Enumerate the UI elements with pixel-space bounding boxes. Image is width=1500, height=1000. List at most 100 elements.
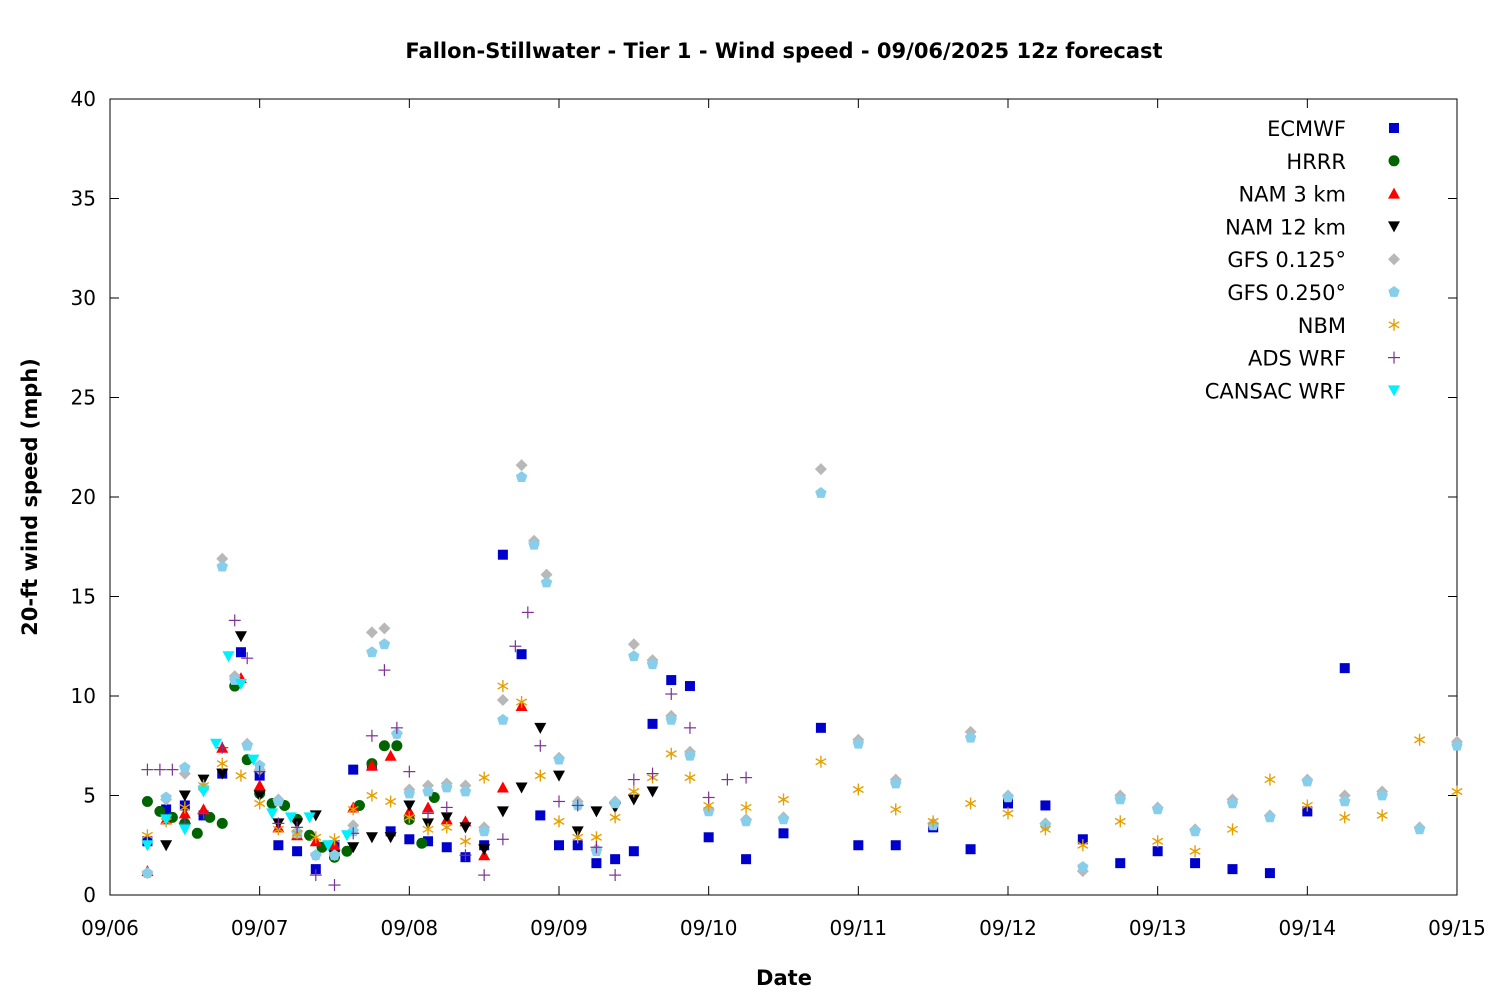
- data-point: [1339, 795, 1351, 807]
- y-tick-label: 30: [71, 286, 96, 310]
- data-point: [540, 576, 553, 588]
- x-axis: 09/06 09/07 09/08 09/09 09/10 09/11 09/12 09/13…: [81, 99, 1486, 940]
- data-point: [572, 831, 584, 844]
- data-point: [777, 793, 790, 806]
- data-point: [404, 834, 415, 845]
- data-point: [478, 869, 491, 882]
- marker-stroke: [534, 771, 546, 780]
- marker-stroke: [1077, 841, 1089, 849]
- data-point: [890, 840, 901, 851]
- legend-label: GFS 0.125°: [1227, 248, 1346, 272]
- marker-stroke: [310, 833, 322, 841]
- data-point: [1301, 775, 1313, 787]
- series-nam-3-km: [141, 672, 528, 877]
- marker-stroke: [235, 771, 247, 780]
- data-point: [160, 791, 172, 803]
- legend-label: ECMWF: [1267, 117, 1346, 141]
- data-point: [496, 833, 509, 846]
- data-point: [1264, 868, 1275, 879]
- data-point: [647, 718, 658, 729]
- data-point: [341, 845, 353, 857]
- data-point: [1376, 789, 1388, 801]
- marker-stroke: [890, 805, 902, 814]
- legend-marker: [1388, 318, 1400, 331]
- x-axis-title: Date: [756, 966, 812, 990]
- legend: ECMWF HRRR NAM 3 km NAM 12 km GFS 0.125° GFS …: [1205, 117, 1400, 403]
- legend-marker: [1388, 253, 1400, 266]
- data-point: [665, 747, 677, 760]
- data-point: [1339, 663, 1350, 674]
- data-point: [441, 821, 453, 834]
- data-point: [521, 606, 534, 619]
- marker-stroke: [179, 803, 191, 812]
- data-point: [403, 787, 415, 799]
- legend-marker: [1388, 286, 1400, 297]
- marker-stroke: [1264, 775, 1276, 784]
- data-point: [496, 781, 509, 793]
- data-point: [390, 721, 403, 734]
- legend-label: NAM 3 km: [1238, 183, 1346, 207]
- data-point: [272, 817, 285, 830]
- data-point: [666, 675, 677, 686]
- data-point: [572, 840, 583, 851]
- marker-stroke: [216, 760, 228, 768]
- data-point: [496, 693, 509, 706]
- data-point: [684, 749, 696, 761]
- data-point: [684, 681, 695, 692]
- data-point: [1451, 739, 1463, 751]
- data-point: [403, 765, 416, 778]
- marker-stroke: [1414, 736, 1426, 744]
- data-point: [890, 803, 902, 816]
- data-point: [497, 713, 509, 725]
- data-point: [241, 652, 254, 665]
- data-point: [815, 722, 826, 733]
- data-point: [254, 797, 266, 810]
- marker-stroke: [665, 750, 677, 758]
- data-point: [179, 801, 191, 814]
- data-point: [741, 854, 752, 865]
- y-tick-label: 10: [71, 684, 96, 708]
- data-point: [1114, 793, 1126, 805]
- marker-stroke: [609, 813, 621, 821]
- marker-stroke: [628, 787, 640, 796]
- data-point: [222, 651, 235, 663]
- data-point: [378, 664, 391, 677]
- data-point: [384, 749, 397, 761]
- y-tick-label: 0: [83, 883, 96, 907]
- data-point: [554, 840, 564, 851]
- data-point: [348, 764, 359, 775]
- data-point: [440, 801, 453, 814]
- data-point: [509, 640, 522, 653]
- data-point: [540, 568, 553, 581]
- marker-stroke: [385, 797, 397, 806]
- data-point: [422, 801, 435, 813]
- data-point: [571, 799, 584, 812]
- data-point: [1152, 835, 1164, 848]
- data-point: [628, 650, 640, 662]
- marker-stroke: [965, 799, 977, 808]
- x-tick-label: 09/06: [81, 916, 139, 940]
- data-point: [210, 738, 223, 750]
- marker-stroke: [1152, 837, 1164, 845]
- data-point: [328, 849, 341, 861]
- data-point: [166, 763, 179, 776]
- y-tick-label: 20: [71, 485, 96, 509]
- legend-label: GFS 0.250°: [1227, 281, 1346, 305]
- data-point: [197, 807, 210, 820]
- data-point: [683, 721, 696, 734]
- x-tick-label: 09/07: [231, 916, 289, 940]
- data-point: [292, 846, 303, 857]
- x-tick-label: 09/14: [1279, 916, 1337, 940]
- legend-label: NAM 12 km: [1225, 215, 1346, 239]
- legend-marker: [1388, 221, 1400, 233]
- data-point: [291, 821, 304, 834]
- data-point: [1002, 791, 1014, 803]
- data-point: [591, 858, 602, 869]
- data-point: [141, 829, 153, 842]
- data-point: [853, 840, 864, 851]
- data-point: [665, 688, 678, 701]
- data-point: [553, 815, 565, 828]
- legend-marker: [1388, 155, 1400, 167]
- x-tick-label: 09/11: [830, 916, 888, 940]
- data-point: [459, 822, 472, 834]
